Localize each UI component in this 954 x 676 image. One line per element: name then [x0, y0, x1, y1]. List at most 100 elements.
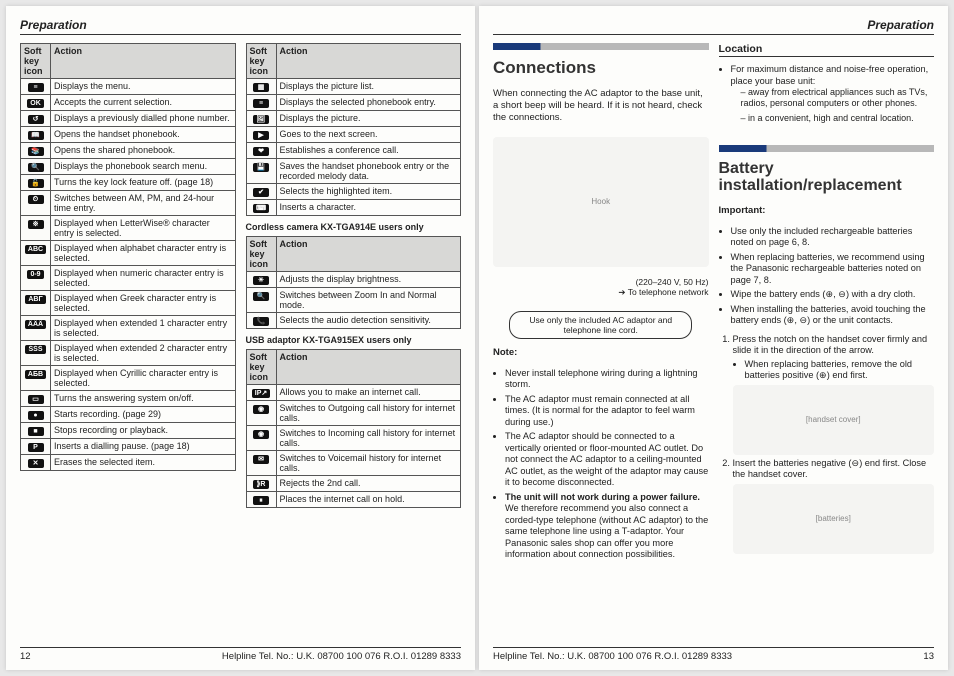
table-row: ↺Displays a previously dialled phone num… [21, 111, 236, 127]
softkey-action: Switches between Zoom In and Normal mode… [276, 288, 461, 313]
softkey-action: Displayed when extended 1 character entr… [51, 316, 236, 341]
softkey-action: Switches to Voicemail history for intern… [276, 451, 461, 476]
softkey-icon: ⟫R [246, 476, 276, 492]
softkey-icon: ⏸ [246, 492, 276, 508]
table-row: 💾Saves the handset phonebook entry or th… [246, 159, 461, 184]
softkey-action: Opens the handset phonebook. [51, 127, 236, 143]
figure-handset-open: [handset cover] [733, 385, 935, 455]
softkey-icon: ✔ [246, 184, 276, 200]
page-number-left: 12 [20, 651, 31, 662]
table-row: OKAccepts the current selection. [21, 95, 236, 111]
th-icon: Soft key icon [246, 350, 276, 385]
softkey-action: Rejects the 2nd call. [276, 476, 461, 492]
footer-left: 12 Helpline Tel. No.: U.K. 08700 100 076… [20, 647, 461, 662]
softkey-icon: IP↗ [246, 385, 276, 401]
table-row: ⏸Places the internet call on hold. [246, 492, 461, 508]
table-row: 0-9Displayed when numeric character entr… [21, 266, 236, 291]
figure-base-unit: Hook [493, 137, 709, 267]
softkey-action: Establishes a conference call. [276, 143, 461, 159]
softkey-action: Turns the key lock feature off. (page 18… [51, 175, 236, 191]
softkey-icon: ↺ [21, 111, 51, 127]
table-softkey-3: Soft key icon Action ☀Adjusts the displa… [246, 236, 462, 329]
softkey-action: Displays the menu. [51, 79, 236, 95]
location-intro: For maximum distance and noise-free oper… [731, 64, 935, 124]
softkey-icon: ΑΒΓ [21, 291, 51, 316]
softkey-icon: OK [21, 95, 51, 111]
page-right: Preparation Connections When connecting … [479, 6, 948, 670]
location-list: For maximum distance and noise-free oper… [719, 64, 935, 127]
table-row: ▶Goes to the next screen. [246, 127, 461, 143]
softkey-action: Displays the phonebook search menu. [51, 159, 236, 175]
table-row: ☀Adjusts the display brightness. [246, 272, 461, 288]
table-row: 📖Opens the handset phonebook. [21, 127, 236, 143]
softkey-action: Selects the audio detection sensitivity. [276, 313, 461, 329]
softkey-icon: ☀ [246, 272, 276, 288]
softkey-action: Switches to Outgoing call history for in… [276, 401, 461, 426]
header-right: Preparation [493, 18, 934, 35]
step-1: Press the notch on the handset cover fir… [733, 334, 935, 455]
table-row: ≡Displays the selected phonebook entry. [246, 95, 461, 111]
softkey-action: Switches between AM, PM, and 24-hour tim… [51, 191, 236, 216]
location-item: in a convenient, high and central locati… [741, 113, 935, 124]
softkey-action: Displayed when numeric character entry i… [51, 266, 236, 291]
th-action: Action [51, 44, 236, 79]
softkey-icon: АБВ [21, 366, 51, 391]
step-2: Insert the batteries negative (⊖) end fi… [733, 458, 935, 554]
important-list: Use only the included rechargeable batte… [719, 226, 935, 330]
table-row: ▦Displays the picture list. [246, 79, 461, 95]
table-row: ●Starts recording. (page 29) [21, 407, 236, 423]
softkey-action: Displays the selected phonebook entry. [276, 95, 461, 111]
note-item: The AC adaptor must remain connected at … [505, 394, 709, 429]
table-softkey-2: Soft key icon Action ▦Displays the pictu… [246, 43, 462, 216]
table-row: 🔍Displays the phonebook search menu. [21, 159, 236, 175]
figure-batteries: [batteries] [733, 484, 935, 554]
softkey-icon: ▭ [21, 391, 51, 407]
page-number-right: 13 [923, 651, 934, 662]
fig-label-hook: Hook [591, 197, 610, 206]
softkey-action: Displays a previously dialled phone numb… [51, 111, 236, 127]
caption-usb: USB adaptor KX-TGA915EX users only [246, 335, 462, 345]
callout-adaptor: Use only the included AC adaptor and tel… [509, 311, 692, 339]
table-row: 🔍Switches between Zoom In and Normal mod… [246, 288, 461, 313]
softkey-action: Displays the picture. [276, 111, 461, 127]
softkey-icon: 💾 [246, 159, 276, 184]
softkey-icon: ◉ [246, 426, 276, 451]
right-col-1: Connections When connecting the AC adapt… [493, 43, 709, 647]
softkey-icon: 📖 [21, 127, 51, 143]
softkey-action: Inserts a character. [276, 200, 461, 216]
softkey-icon: ❤ [246, 143, 276, 159]
table-row: ⏲Switches between AM, PM, and 24-hour ti… [21, 191, 236, 216]
table-row: ※Displayed when LetterWise® character en… [21, 216, 236, 241]
softkey-icon: ✕ [21, 455, 51, 471]
softkey-icon: ✉ [246, 451, 276, 476]
footer-right: Helpline Tel. No.: U.K. 08700 100 076 R.… [493, 647, 934, 662]
table-row: АБВDisplayed when Cyrillic character ent… [21, 366, 236, 391]
connections-intro: When connecting the AC adaptor to the ba… [493, 88, 709, 124]
softkey-action: Switches to Incoming call history for in… [276, 426, 461, 451]
important-item: When installing the batteries, avoid tou… [731, 304, 935, 327]
softkey-icon: ≡ [246, 95, 276, 111]
softkey-action: Displayed when extended 2 character entr… [51, 341, 236, 366]
battery-steps: Press the notch on the handset cover fir… [719, 334, 935, 557]
softkey-action: Displayed when alphabet character entry … [51, 241, 236, 266]
table-row: IP↗Allows you to make an internet call. [246, 385, 461, 401]
table-row: ✔Selects the highlighted item. [246, 184, 461, 200]
softkey-action: Stops recording or playback. [51, 423, 236, 439]
table-row: ŚŚŚDisplayed when extended 2 character e… [21, 341, 236, 366]
softkey-action: Goes to the next screen. [276, 127, 461, 143]
softkey-action: Displayed when Cyrillic character entry … [51, 366, 236, 391]
table-row: ⟫RRejects the 2nd call. [246, 476, 461, 492]
table-row: ≡Displays the menu. [21, 79, 236, 95]
softkey-icon: 📚 [21, 143, 51, 159]
table-row: ⌨Inserts a character. [246, 200, 461, 216]
label-voltage: (220–240 V, 50 Hz) ➔ To telephone networ… [493, 277, 709, 298]
important-item: When replacing batteries, we recommend u… [731, 252, 935, 287]
softkey-icon: ※ [21, 216, 51, 241]
note-item: The unit will not work during a power fa… [505, 492, 709, 561]
table-row: 📞Selects the audio detection sensitivity… [246, 313, 461, 329]
softkey-action: Saves the handset phonebook entry or the… [276, 159, 461, 184]
softkey-icon: 0-9 [21, 266, 51, 291]
softkey-action: Accepts the current selection. [51, 95, 236, 111]
table-row: 📚Opens the shared phonebook. [21, 143, 236, 159]
connections-notes: Never install telephone wiring during a … [493, 368, 709, 564]
